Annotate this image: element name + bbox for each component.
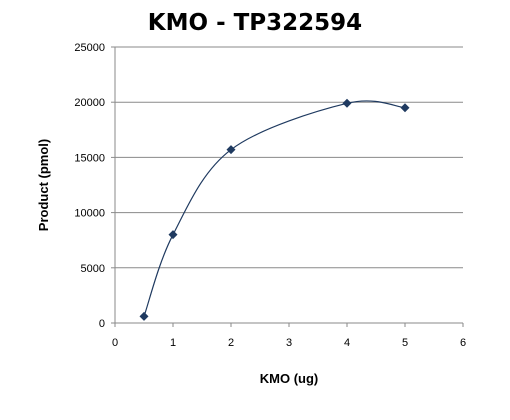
y-tick-label: 5000 (81, 263, 105, 275)
x-tick-label: 2 (228, 337, 234, 349)
chart-title: KMO - TP322594 (147, 10, 363, 36)
x-tick-label: 0 (112, 337, 118, 349)
x-tick-label: 4 (344, 337, 350, 349)
y-axis-title: Product (pmol) (36, 139, 51, 231)
y-tick-label: 15000 (74, 152, 105, 164)
data-point-marker (139, 311, 149, 321)
data-series (139, 98, 410, 321)
y-tick-label: 20000 (74, 97, 105, 109)
series-line (143, 100, 406, 317)
axes (111, 46, 464, 327)
x-tick-labels: 0 1 2 3 4 5 6 (112, 337, 466, 349)
x-axis-title: KMO (ug) (260, 371, 318, 386)
x-tick-label: 1 (170, 337, 176, 349)
x-tick-label: 6 (460, 337, 466, 349)
gridlines (115, 46, 463, 269)
y-tick-label: 25000 (74, 42, 105, 54)
y-tick-labels: 0 5000 10000 15000 20000 25000 (74, 42, 105, 330)
data-point-marker (400, 103, 410, 113)
data-point-marker (226, 145, 236, 155)
x-tick-label: 3 (286, 337, 292, 349)
y-tick-label: 0 (99, 318, 105, 330)
data-point-marker (342, 98, 352, 108)
data-point-marker (168, 230, 178, 240)
y-tick-label: 10000 (74, 208, 105, 220)
x-tick-label: 5 (402, 337, 408, 349)
